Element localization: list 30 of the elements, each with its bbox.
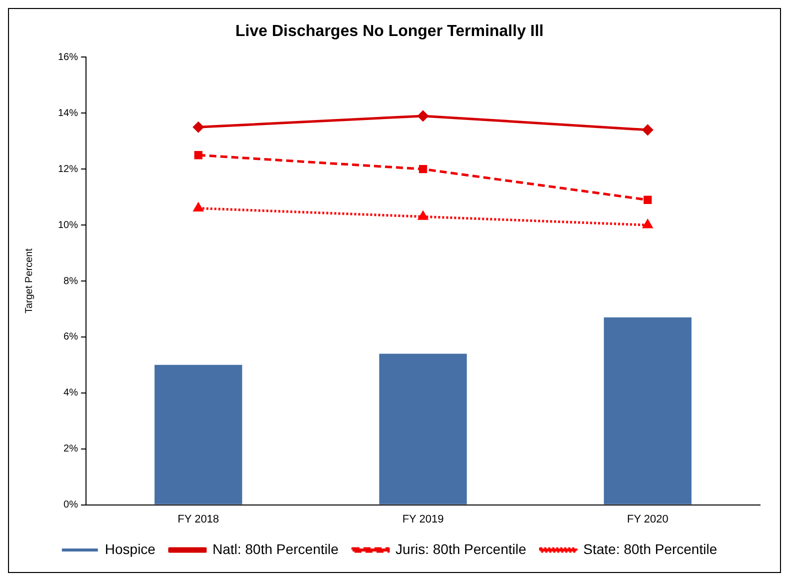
bar xyxy=(379,354,467,504)
y-tick-label: 4% xyxy=(64,388,78,399)
point xyxy=(193,122,204,132)
point xyxy=(194,203,204,212)
y-tick-label: 6% xyxy=(64,332,78,343)
y-tick-label: 0% xyxy=(64,500,78,511)
y-tick-label: 8% xyxy=(64,276,78,287)
chart-title: Live Discharges No Longer Terminally Ill xyxy=(235,23,544,40)
bar xyxy=(604,317,692,504)
legend-label: Juris: 80th Percentile xyxy=(396,540,526,557)
point xyxy=(644,196,652,204)
point xyxy=(418,110,428,122)
x-tick-label: FY 2020 xyxy=(626,513,668,526)
legend-label: Natl: 80th Percentile xyxy=(212,540,339,557)
point xyxy=(642,220,652,228)
y-tick-label: 10% xyxy=(58,220,78,231)
y-axis-title: Target Percent xyxy=(24,248,35,314)
point xyxy=(642,124,653,136)
bar xyxy=(154,364,242,504)
point xyxy=(194,151,202,160)
y-tick-label: 16% xyxy=(58,52,78,63)
point xyxy=(418,211,428,220)
x-tick-label: FY 2018 xyxy=(178,513,220,526)
y-tick-label: 12% xyxy=(58,164,78,175)
y-tick-label: 2% xyxy=(64,444,78,455)
legend-label: State: 80th Percentile xyxy=(583,540,718,557)
x-tick-label: FY 2019 xyxy=(402,513,444,526)
legend-label: Hospice xyxy=(104,540,156,557)
point xyxy=(418,165,428,174)
y-tick-label: 14% xyxy=(58,108,78,119)
